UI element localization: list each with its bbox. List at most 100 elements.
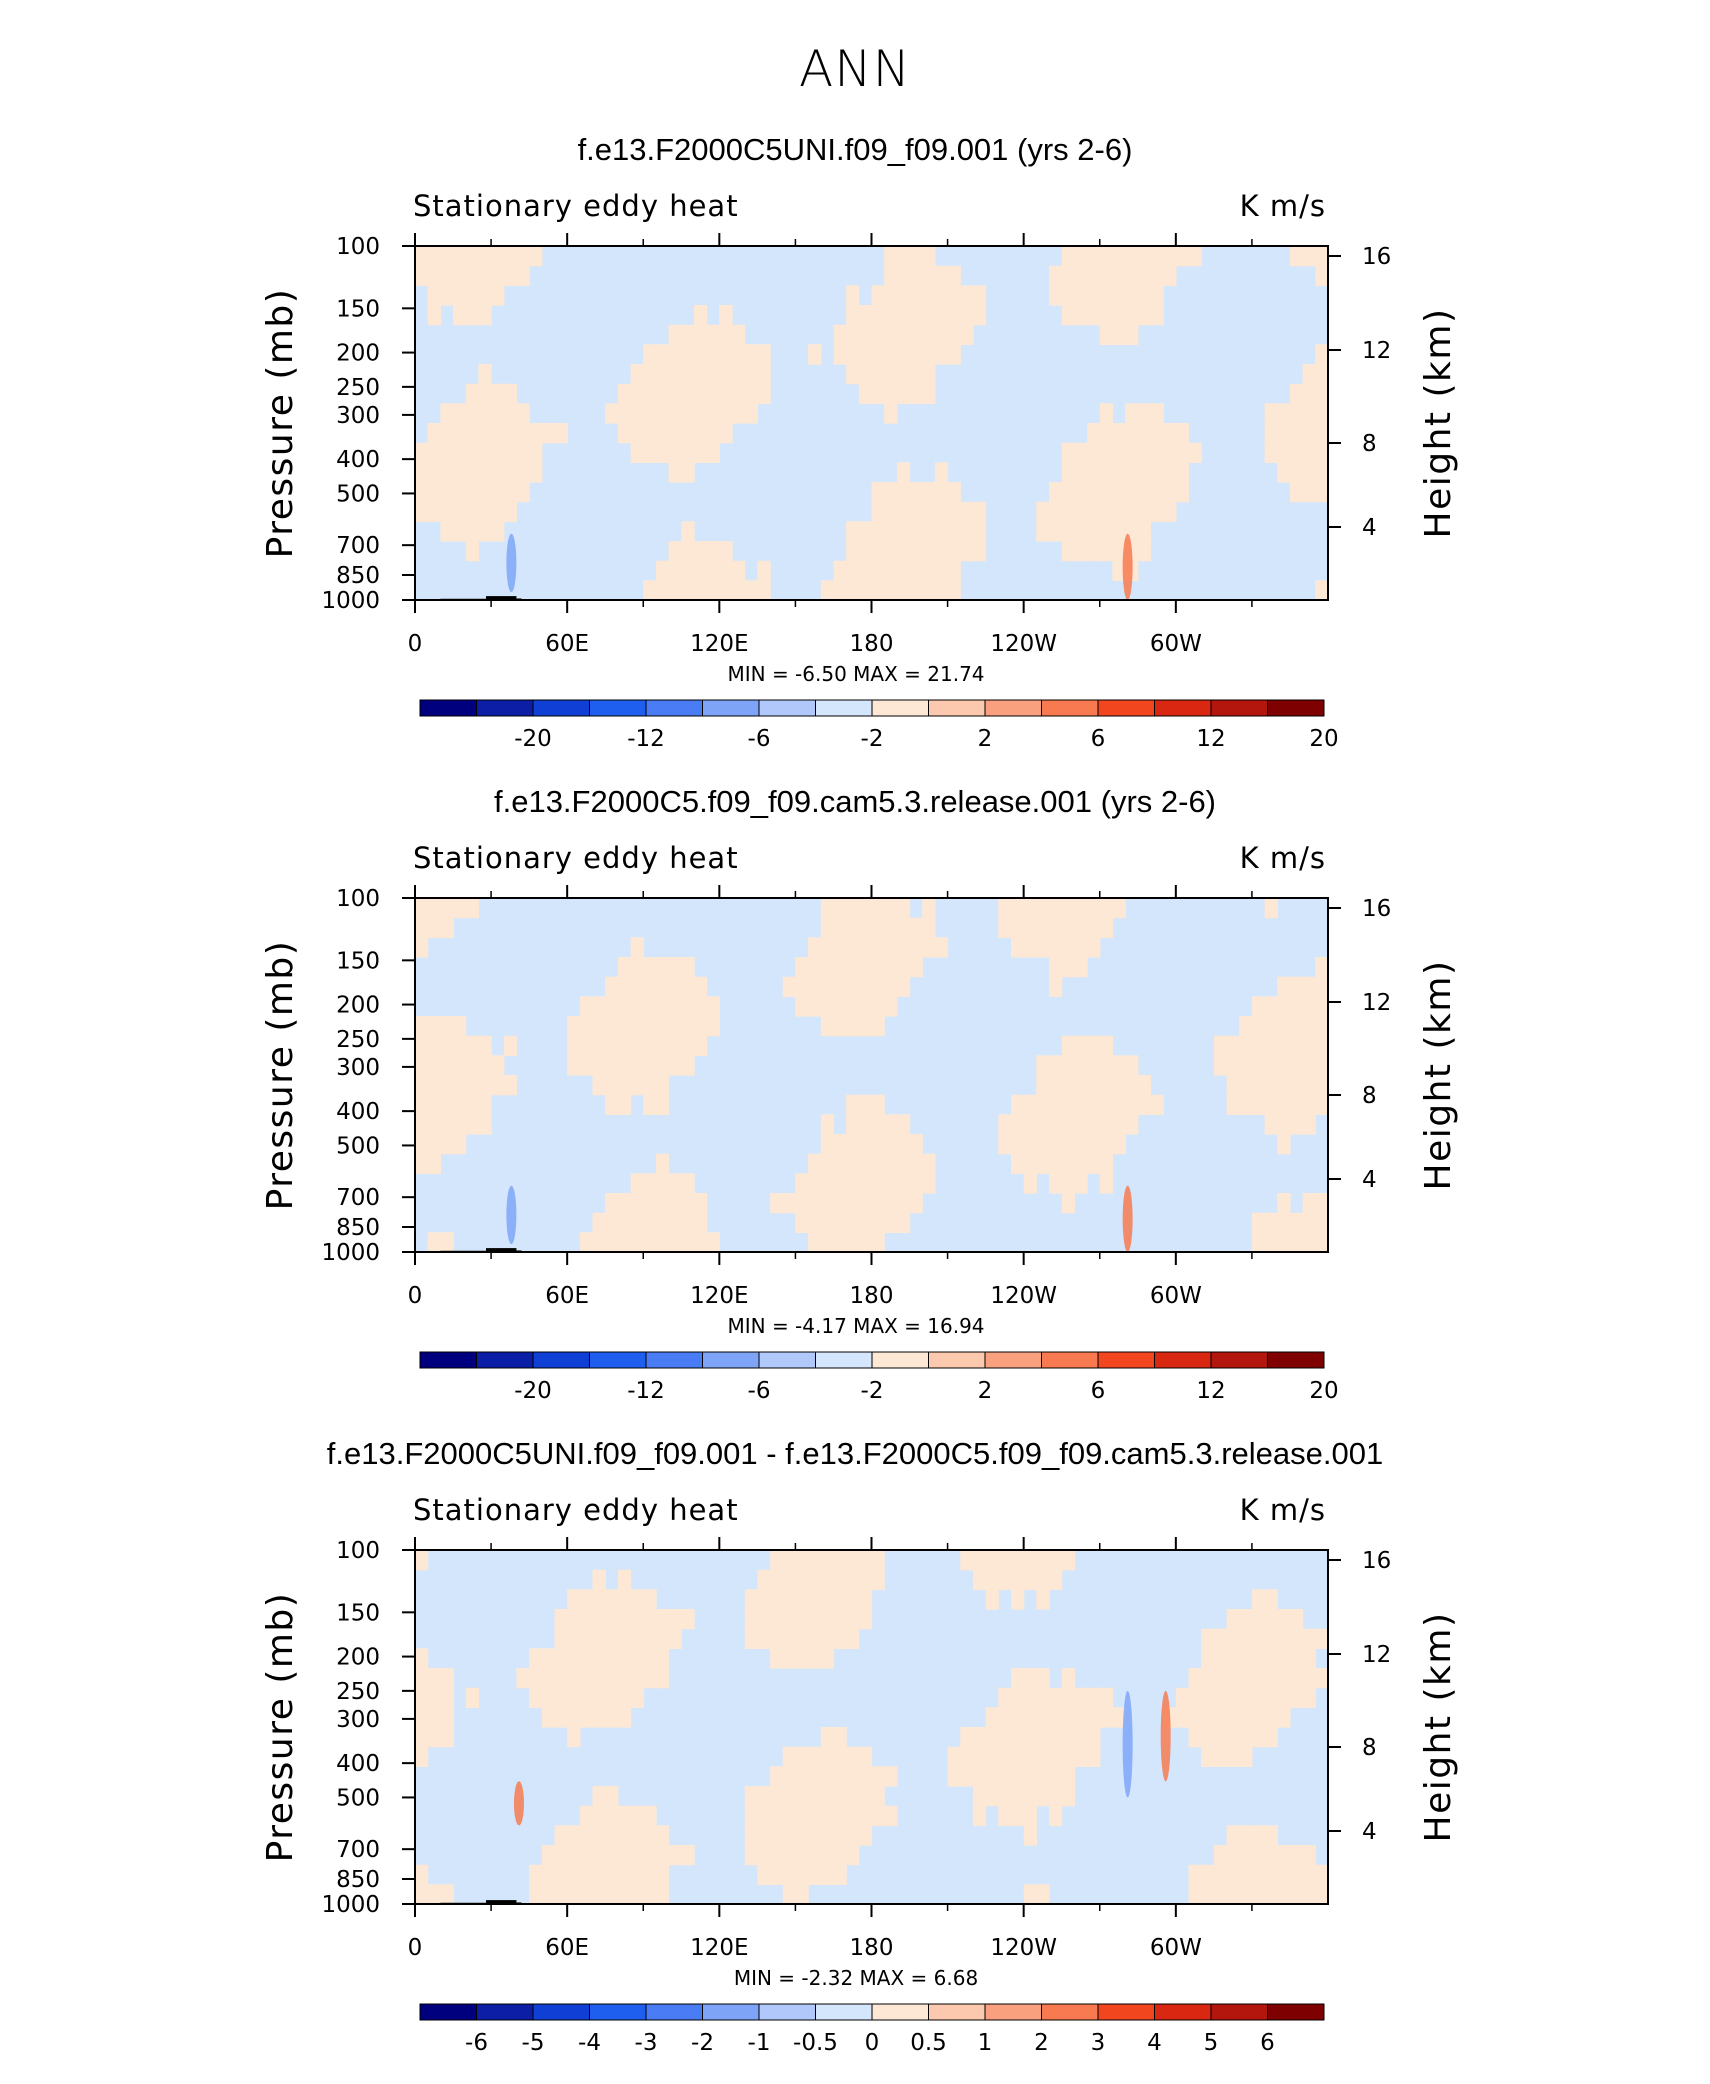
positive-region (491, 403, 505, 424)
positive-region (630, 1055, 644, 1076)
positive-region (643, 1094, 657, 1115)
positive-region (567, 1628, 581, 1649)
positive-region (808, 937, 822, 958)
positive-region (630, 1628, 644, 1649)
y-tick-label: 700 (336, 1837, 380, 1863)
positive-region (503, 265, 518, 286)
positive-region (1137, 285, 1152, 306)
positive-region (985, 1746, 999, 1767)
positive-region (909, 1173, 923, 1194)
positive-region (1112, 1114, 1126, 1135)
positive-region (1226, 1628, 1240, 1649)
positive-region (579, 1628, 594, 1649)
positive-region (617, 1075, 632, 1096)
positive-region (858, 1193, 873, 1214)
positive-region (846, 1016, 860, 1037)
positive-region (1277, 1864, 1291, 1885)
positive-region (871, 1766, 885, 1787)
positive-region (694, 423, 708, 444)
positive-region (643, 1055, 657, 1076)
positive-region (795, 1864, 809, 1885)
positive-region (617, 1589, 632, 1610)
positive-region (1023, 1668, 1037, 1689)
positive-region (1049, 521, 1063, 542)
positive-region (592, 1864, 606, 1885)
positive-region (719, 580, 733, 601)
panel-title: f.e13.F2000C5UNI.f09_f09.001 - f.e13.F20… (326, 1436, 1384, 1471)
positive-region (1011, 1550, 1025, 1571)
positive-region (1023, 1707, 1037, 1728)
positive-region (808, 1746, 822, 1767)
positive-region (808, 1153, 822, 1174)
positive-region (884, 324, 898, 345)
positive-region (503, 423, 518, 444)
positive-region (427, 1035, 441, 1056)
positive-region (1087, 482, 1101, 503)
positive-region (1302, 1114, 1316, 1135)
positive-region (1150, 285, 1164, 306)
positive-region (896, 265, 911, 286)
positive-region (541, 1687, 556, 1708)
colorbar-label: 4 (1147, 2030, 1162, 2056)
right-string: K m/s (1240, 1493, 1326, 1527)
positive-region (427, 1153, 441, 1174)
positive-region (947, 560, 961, 581)
positive-region (884, 265, 898, 286)
positive-region (871, 1232, 885, 1253)
positive-region (909, 383, 923, 404)
positive-region (453, 462, 467, 483)
positive-region (833, 1173, 847, 1194)
positive-region (808, 1825, 822, 1846)
positive-region (465, 246, 479, 267)
positive-region (1061, 1746, 1075, 1767)
positive-region (757, 1864, 771, 1885)
positive-region (427, 265, 441, 286)
y-tick-label: 200 (336, 341, 380, 367)
positive-region (871, 501, 885, 522)
positive-region (1011, 1668, 1025, 1689)
positive-region (1226, 1055, 1240, 1076)
positive-region (630, 976, 644, 997)
positive-region (605, 1707, 619, 1728)
positive-region (668, 1212, 682, 1233)
positive-region (465, 501, 479, 522)
positive-region (643, 957, 657, 978)
positive-region (896, 482, 911, 503)
positive-region (846, 305, 860, 326)
colorbar-label: 20 (1309, 726, 1338, 752)
positive-region (1239, 1825, 1253, 1846)
positive-region (1087, 305, 1101, 326)
positive-region (820, 996, 835, 1017)
positive-region (478, 246, 492, 267)
positive-region (1290, 403, 1304, 424)
topography-block (486, 596, 517, 600)
positive-region (1125, 285, 1139, 306)
positive-region (415, 1648, 429, 1669)
positive-region (820, 1212, 835, 1233)
positive-region (1074, 1153, 1088, 1174)
colorbar-label: -6 (748, 726, 771, 752)
positive-region (706, 560, 720, 581)
positive-region (846, 937, 860, 958)
positive-region (415, 1153, 429, 1174)
positive-region (1302, 1094, 1316, 1115)
positive-region (1074, 1075, 1088, 1096)
positive-region (1302, 246, 1316, 267)
positive-region (453, 521, 467, 542)
positive-region (871, 1094, 885, 1115)
positive-region (1150, 501, 1164, 522)
positive-region (655, 1094, 670, 1115)
positive-region (998, 1134, 1012, 1155)
positive-anomaly (513, 1781, 524, 1826)
positive-region (858, 1786, 873, 1807)
positive-region (795, 1786, 809, 1807)
positive-region (1302, 1628, 1316, 1649)
positive-region (922, 898, 936, 919)
positive-region (440, 1707, 454, 1728)
positive-region (782, 1589, 796, 1610)
colorbar-label: -2 (691, 2030, 714, 2056)
y-tick-label: 150 (336, 1600, 380, 1626)
positive-region (415, 1114, 429, 1135)
positive-region (934, 344, 949, 365)
positive-region (592, 1569, 606, 1590)
